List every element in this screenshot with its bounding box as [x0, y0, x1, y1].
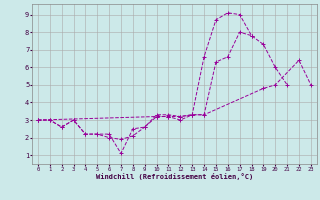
- X-axis label: Windchill (Refroidissement éolien,°C): Windchill (Refroidissement éolien,°C): [96, 173, 253, 180]
